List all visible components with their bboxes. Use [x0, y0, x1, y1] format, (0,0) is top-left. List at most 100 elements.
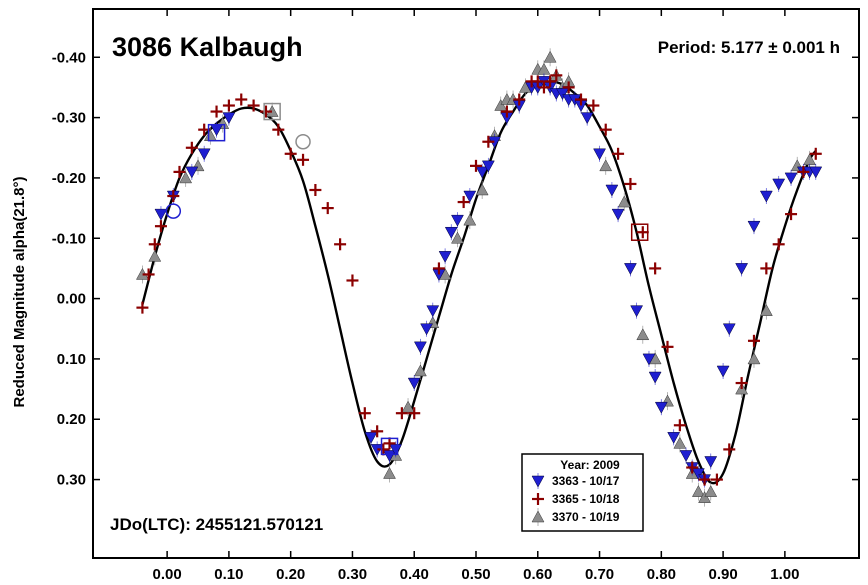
- data-point: [222, 112, 236, 125]
- data-point: [698, 491, 711, 503]
- data-point: [235, 93, 248, 106]
- data-point: [785, 208, 798, 221]
- y-tick-label: -0.10: [52, 230, 86, 247]
- data-point: [759, 304, 773, 316]
- data-point: [747, 220, 761, 233]
- data-point: [691, 485, 705, 497]
- data-point: [704, 485, 718, 497]
- data-point: [451, 231, 464, 244]
- data-point: [809, 147, 822, 160]
- data-point: [605, 184, 619, 197]
- data-point: [630, 305, 644, 318]
- data-point: [735, 377, 748, 390]
- data-point: [543, 50, 557, 63]
- x-tick-label: 0.30: [338, 566, 367, 583]
- data-point: [691, 468, 705, 481]
- y-tick-label: -0.20: [52, 170, 86, 187]
- y-tick-label: 0.30: [57, 472, 86, 489]
- data-point: [772, 178, 786, 191]
- legend: Year: 2009 3363 - 10/17 3365 - 10/18 3370 …: [521, 453, 644, 532]
- data-point: [284, 147, 297, 160]
- data-point: [438, 251, 452, 263]
- legend-marker: [531, 475, 545, 488]
- data-point: [321, 202, 334, 215]
- data-point: [649, 262, 662, 275]
- data-point: [759, 190, 773, 203]
- data-point: [612, 147, 625, 160]
- data-point: [364, 432, 378, 444]
- data-point: [463, 190, 477, 203]
- data-point: [197, 148, 211, 161]
- data-point: [698, 473, 711, 486]
- data-point: [358, 407, 371, 420]
- data-point: [432, 262, 445, 275]
- data-point: [383, 450, 396, 462]
- data-point: [784, 172, 798, 185]
- data-point: [475, 183, 489, 196]
- data-point: [722, 323, 736, 336]
- data-point: [772, 238, 785, 251]
- data-point: [735, 263, 749, 275]
- open-square-marker: [630, 223, 649, 241]
- legend-entry-label: 3365 - 10/18: [552, 492, 620, 506]
- legend-entry-label: 3370 - 10/19: [552, 510, 620, 524]
- data-point: [179, 171, 193, 184]
- data-point: [420, 323, 434, 336]
- data-point: [599, 159, 613, 172]
- data-point: [642, 353, 656, 366]
- data-point: [457, 196, 470, 209]
- data-point: [377, 443, 390, 456]
- data-point: [389, 444, 403, 456]
- data-point: [401, 400, 415, 413]
- data-point: [383, 467, 396, 479]
- data-point: [185, 141, 198, 154]
- data-point: [470, 159, 482, 172]
- data-point: [673, 419, 686, 432]
- series-3365: [136, 69, 822, 486]
- data-point: [673, 436, 687, 449]
- data-point: [395, 407, 408, 420]
- data-point: [500, 105, 513, 118]
- data-point: [154, 220, 167, 233]
- data-point: [544, 75, 557, 88]
- data-point: [185, 166, 199, 179]
- data-point: [710, 473, 723, 486]
- y-tick-label: 0.10: [57, 351, 86, 368]
- open-square-marker: [380, 437, 399, 456]
- data-point: [624, 177, 637, 190]
- data-point: [667, 432, 681, 444]
- y-tick-label: 0.00: [57, 291, 86, 308]
- data-point: [747, 334, 760, 347]
- data-point: [259, 105, 272, 118]
- y-tick-label: 0.20: [57, 411, 86, 428]
- data-point: [562, 81, 575, 94]
- x-tick-label: 0.40: [400, 566, 429, 583]
- data-point: [475, 166, 489, 179]
- data-point: [531, 75, 544, 88]
- data-point: [309, 183, 322, 196]
- data-point: [444, 226, 458, 239]
- x-tick-label: 1.00: [770, 566, 799, 583]
- legend-marker: [531, 510, 545, 523]
- x-tick-label: 0.80: [647, 566, 676, 583]
- data-point: [407, 377, 421, 390]
- data-point: [413, 341, 427, 354]
- data-point: [723, 443, 736, 456]
- y-axis-ticks: -0.40 -0.30 -0.20 -0.10 0.00 0.10 0.20 0.30: [52, 49, 859, 489]
- data-point: [679, 450, 693, 462]
- legend-entries: 3363 - 10/17 3365 - 10/18 3370 - 10/19: [531, 473, 620, 526]
- x-tick-label: 0.90: [708, 566, 737, 583]
- data-point: [210, 105, 223, 118]
- data-point: [247, 99, 260, 112]
- legend-marker: [532, 493, 544, 505]
- data-point: [371, 425, 384, 438]
- data-point: [222, 99, 235, 112]
- x-tick-label: 0.10: [214, 566, 243, 583]
- data-point: [334, 238, 347, 251]
- data-point: [747, 352, 761, 365]
- legend-entry-label: 3363 - 10/17: [552, 474, 620, 488]
- data-point: [580, 112, 594, 125]
- data-point: [413, 364, 427, 377]
- data-point: [297, 153, 310, 166]
